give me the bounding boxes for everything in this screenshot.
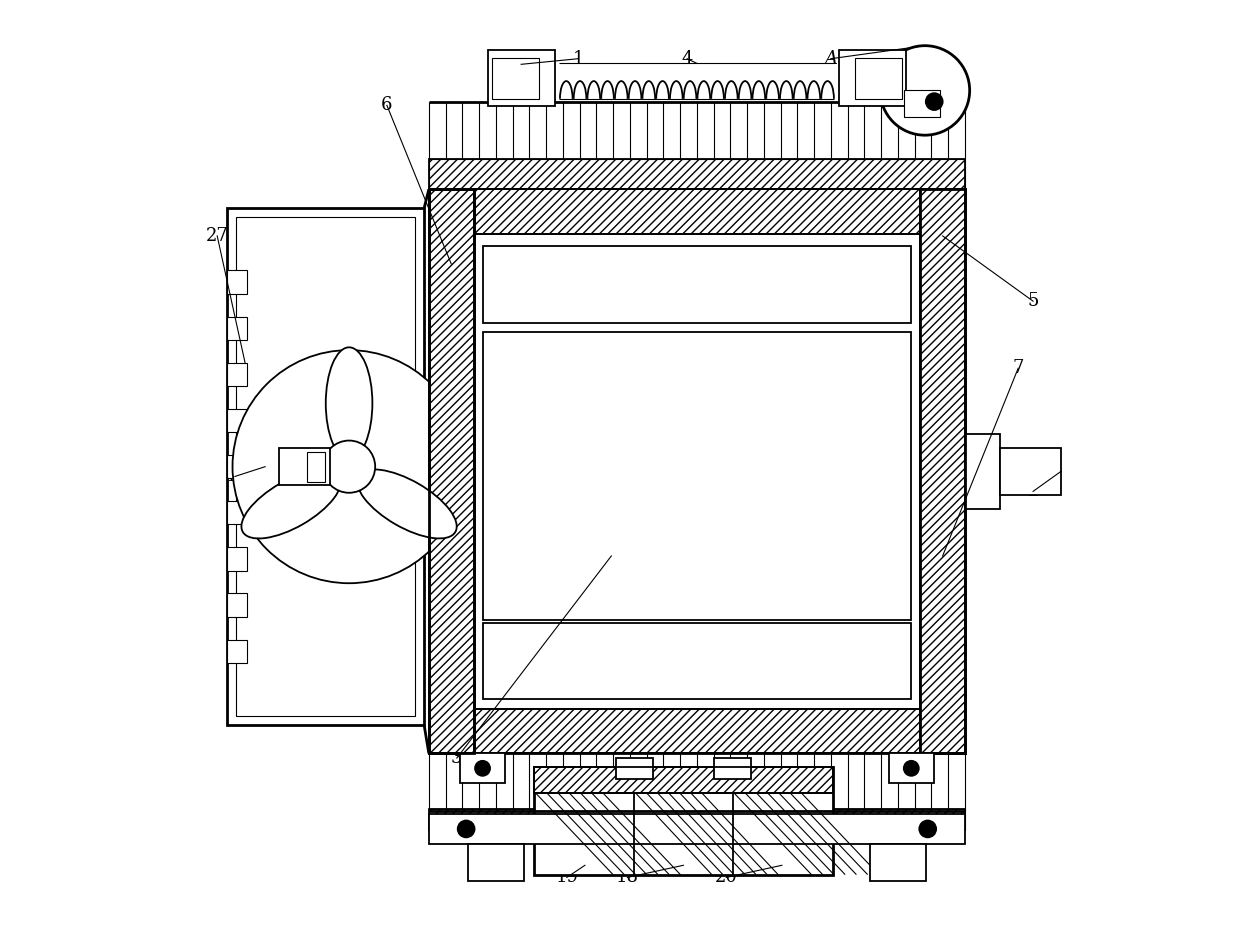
Circle shape bbox=[919, 820, 937, 839]
Circle shape bbox=[494, 70, 510, 86]
Circle shape bbox=[925, 92, 944, 111]
Circle shape bbox=[474, 760, 491, 777]
Bar bbox=[482, 332, 911, 620]
Circle shape bbox=[456, 820, 475, 839]
Bar bbox=[429, 814, 965, 844]
Bar bbox=[534, 767, 832, 794]
Bar bbox=[227, 455, 247, 478]
Bar bbox=[279, 448, 330, 485]
Bar bbox=[534, 767, 832, 874]
Text: A: A bbox=[825, 50, 837, 68]
Bar bbox=[482, 246, 911, 323]
Bar bbox=[429, 809, 965, 830]
Bar bbox=[474, 708, 920, 753]
Text: 6: 6 bbox=[381, 97, 393, 114]
Bar bbox=[467, 844, 525, 881]
Bar bbox=[227, 548, 247, 570]
Bar bbox=[889, 753, 934, 783]
Bar bbox=[227, 363, 247, 386]
Bar bbox=[308, 452, 325, 481]
Bar bbox=[429, 159, 965, 189]
Bar bbox=[854, 58, 901, 98]
Bar bbox=[870, 844, 926, 881]
Ellipse shape bbox=[326, 347, 372, 460]
Text: 3: 3 bbox=[451, 749, 463, 767]
Bar bbox=[474, 189, 920, 234]
Circle shape bbox=[880, 46, 970, 135]
Bar bbox=[904, 90, 940, 116]
Circle shape bbox=[233, 350, 466, 583]
Bar bbox=[460, 753, 505, 783]
Text: 1: 1 bbox=[573, 50, 584, 68]
Bar bbox=[482, 623, 911, 700]
Bar bbox=[534, 767, 832, 794]
Bar bbox=[429, 189, 965, 753]
Text: 19: 19 bbox=[556, 869, 578, 886]
Bar bbox=[474, 189, 920, 234]
Text: 2: 2 bbox=[1028, 482, 1039, 500]
Circle shape bbox=[322, 441, 376, 492]
Text: 7: 7 bbox=[1013, 359, 1024, 377]
Bar bbox=[227, 316, 247, 340]
Bar bbox=[839, 51, 906, 106]
Bar bbox=[920, 189, 965, 753]
Bar bbox=[1001, 448, 1061, 494]
Ellipse shape bbox=[357, 470, 456, 538]
Bar bbox=[227, 594, 247, 617]
Bar bbox=[965, 434, 1001, 508]
Bar bbox=[236, 218, 415, 716]
Text: 27: 27 bbox=[206, 227, 228, 245]
Text: 5: 5 bbox=[1028, 292, 1039, 310]
Ellipse shape bbox=[242, 470, 341, 538]
Text: B: B bbox=[228, 467, 242, 486]
Text: 4: 4 bbox=[682, 50, 693, 68]
Bar bbox=[474, 708, 920, 753]
Bar bbox=[920, 189, 965, 753]
Text: 20: 20 bbox=[715, 869, 738, 886]
Bar bbox=[227, 640, 247, 663]
Bar bbox=[429, 159, 965, 189]
Bar bbox=[429, 189, 474, 753]
Bar bbox=[227, 208, 424, 725]
Text: 18: 18 bbox=[616, 869, 639, 886]
Bar bbox=[429, 809, 965, 830]
Circle shape bbox=[884, 70, 900, 86]
Bar bbox=[429, 189, 474, 753]
Bar bbox=[492, 58, 539, 98]
Bar bbox=[615, 758, 652, 779]
Bar bbox=[227, 409, 247, 432]
Bar bbox=[487, 51, 554, 106]
Bar bbox=[429, 189, 474, 753]
Bar bbox=[227, 270, 247, 294]
Circle shape bbox=[903, 760, 920, 777]
Bar bbox=[429, 189, 474, 753]
Bar bbox=[714, 758, 751, 779]
Bar bbox=[227, 501, 247, 524]
